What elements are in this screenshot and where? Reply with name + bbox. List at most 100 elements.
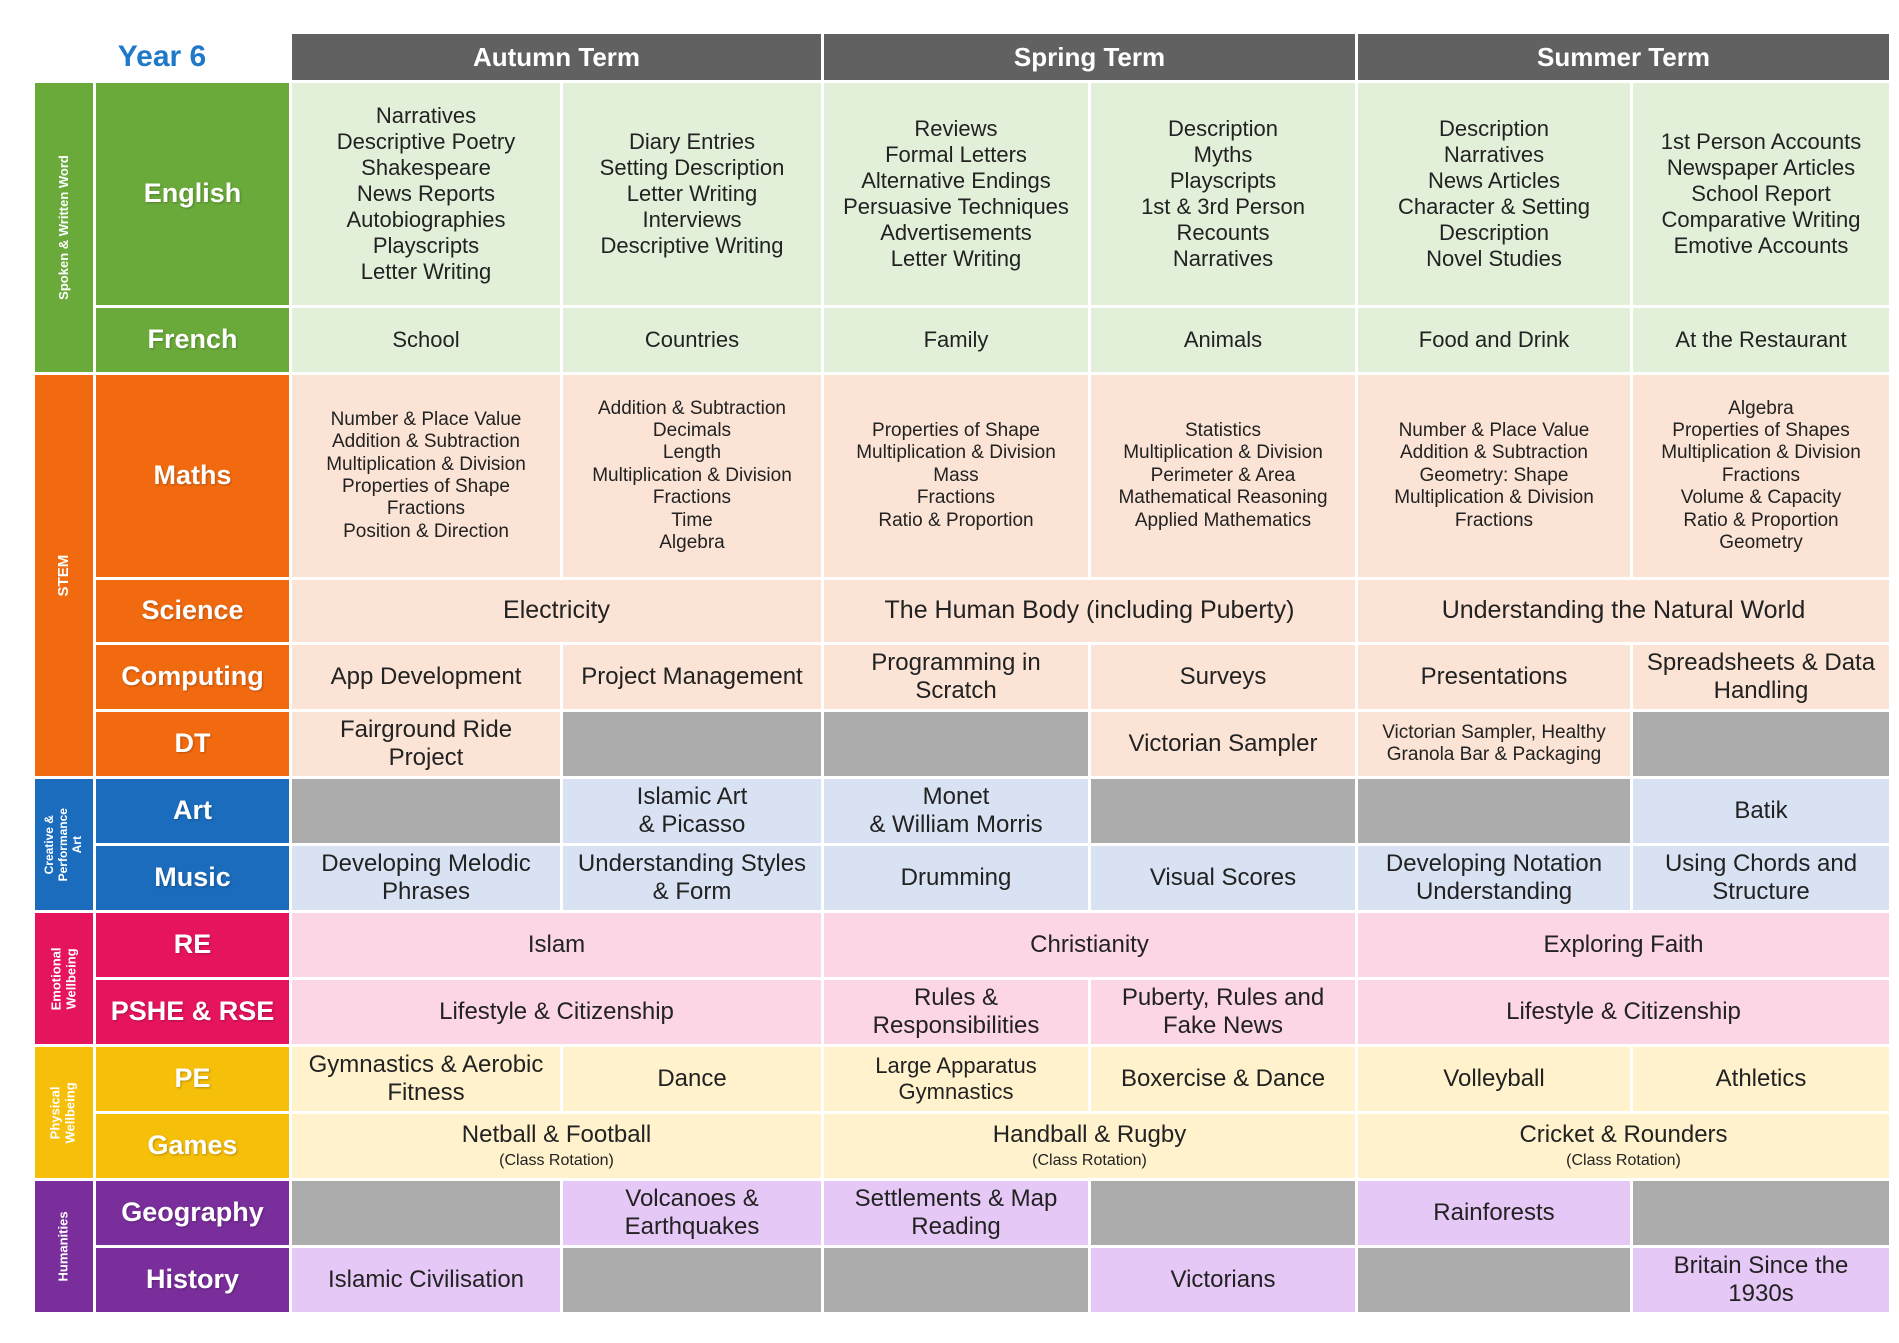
geography-spring-2-empty (1091, 1181, 1355, 1245)
curriculum-grid: Year 6 Autumn Term Spring Term Summer Te… (35, 34, 1889, 1312)
re-autumn: Islam (292, 913, 821, 977)
computing-spring-2: Surveys (1091, 645, 1355, 709)
history-autumn-2-empty (563, 1248, 821, 1312)
english-summer-1: Description Narratives News Articles Cha… (1358, 83, 1630, 305)
music-autumn-1: Developing Melodic Phrases (292, 846, 560, 910)
dt-spring-1-empty (824, 712, 1088, 776)
music-summer-2: Using Chords and Structure (1633, 846, 1889, 910)
pe-autumn-1: Gymnastics & Aerobic Fitness (292, 1047, 560, 1111)
art-spring-1: Monet & William Morris (824, 779, 1088, 843)
group-emotional-wellbeing: Emotional Wellbeing (35, 913, 93, 1044)
maths-autumn-2: Addition & Subtraction Decimals Length M… (563, 375, 821, 577)
re-spring: Christianity (824, 913, 1355, 977)
subject-french: French (96, 308, 289, 372)
subject-pshe-rse: PSHE & RSE (96, 980, 289, 1044)
french-autumn-2: Countries (563, 308, 821, 372)
subject-re: RE (96, 913, 289, 977)
music-summer-1: Developing Notation Understanding (1358, 846, 1630, 910)
geography-summer-2-empty (1633, 1181, 1889, 1245)
maths-spring-1: Properties of Shape Multiplication & Div… (824, 375, 1088, 577)
music-spring-2: Visual Scores (1091, 846, 1355, 910)
science-spring: The Human Body (including Puberty) (824, 580, 1355, 642)
games-summer-main: Cricket & Rounders (1519, 1121, 1728, 1149)
maths-summer-2: Algebra Properties of Shapes Multiplicat… (1633, 375, 1889, 577)
science-autumn: Electricity (292, 580, 821, 642)
english-spring-2: Description Myths Playscripts 1st & 3rd … (1091, 83, 1355, 305)
geography-summer-1: Rainforests (1358, 1181, 1630, 1245)
subject-science: Science (96, 580, 289, 642)
french-summer-1: Food and Drink (1358, 308, 1630, 372)
english-spring-1: Reviews Formal Letters Alternative Endin… (824, 83, 1088, 305)
art-summer-1-empty (1358, 779, 1630, 843)
subject-pe: PE (96, 1047, 289, 1111)
history-spring-2: Victorians (1091, 1248, 1355, 1312)
french-autumn-1: School (292, 308, 560, 372)
dt-autumn-1: Fairground Ride Project (292, 712, 560, 776)
geography-spring-1: Settlements & Map Reading (824, 1181, 1088, 1245)
term-header-summer: Summer Term (1358, 34, 1889, 80)
page-title: Year 6 (35, 34, 289, 80)
subject-english: English (96, 83, 289, 305)
computing-autumn-1: App Development (292, 645, 560, 709)
pshe-summer: Lifestyle & Citizenship (1358, 980, 1889, 1044)
english-autumn-1: Narratives Descriptive Poetry Shakespear… (292, 83, 560, 305)
history-spring-1-empty (824, 1248, 1088, 1312)
games-summer: Cricket & Rounders (Class Rotation) (1358, 1114, 1889, 1178)
group-spoken-written-word: Spoken & Written Word (35, 83, 93, 372)
group-creative-performance-art: Creative & Performance Art (35, 779, 93, 910)
english-summer-2: 1st Person Accounts Newspaper Articles S… (1633, 83, 1889, 305)
games-autumn: Netball & Football (Class Rotation) (292, 1114, 821, 1178)
computing-spring-1: Programming in Scratch (824, 645, 1088, 709)
subject-history: History (96, 1248, 289, 1312)
term-header-autumn: Autumn Term (292, 34, 821, 80)
pe-summer-1: Volleyball (1358, 1047, 1630, 1111)
subject-music: Music (96, 846, 289, 910)
games-spring-main: Handball & Rugby (992, 1121, 1187, 1149)
french-summer-2: At the Restaurant (1633, 308, 1889, 372)
geography-autumn-2: Volcanoes & Earthquakes (563, 1181, 821, 1245)
subject-dt: DT (96, 712, 289, 776)
art-autumn-1-empty (292, 779, 560, 843)
art-autumn-2: Islamic Art & Picasso (563, 779, 821, 843)
computing-summer-1: Presentations (1358, 645, 1630, 709)
history-autumn-1: Islamic Civilisation (292, 1248, 560, 1312)
art-summer-2: Batik (1633, 779, 1889, 843)
pshe-autumn: Lifestyle & Citizenship (292, 980, 821, 1044)
subject-games: Games (96, 1114, 289, 1178)
re-summer: Exploring Faith (1358, 913, 1889, 977)
group-physical-wellbeing: Physical Wellbeing (35, 1047, 93, 1178)
maths-summer-1: Number & Place Value Addition & Subtract… (1358, 375, 1630, 577)
pe-summer-2: Athletics (1633, 1047, 1889, 1111)
maths-autumn-1: Number & Place Value Addition & Subtract… (292, 375, 560, 577)
history-summer-1-empty (1358, 1248, 1630, 1312)
games-autumn-note: (Class Rotation) (499, 1151, 614, 1169)
group-stem: STEM (35, 375, 93, 776)
subject-maths: Maths (96, 375, 289, 577)
games-autumn-main: Netball & Football (461, 1121, 652, 1149)
geography-autumn-1-empty (292, 1181, 560, 1245)
history-summer-2: Britain Since the 1930s (1633, 1248, 1889, 1312)
subject-computing: Computing (96, 645, 289, 709)
pshe-spring-1: Rules & Responsibilities (824, 980, 1088, 1044)
term-header-spring: Spring Term (824, 34, 1355, 80)
english-autumn-2: Diary Entries Setting Description Letter… (563, 83, 821, 305)
subject-geography: Geography (96, 1181, 289, 1245)
music-autumn-2: Understanding Styles & Form (563, 846, 821, 910)
games-spring-note: (Class Rotation) (1032, 1151, 1147, 1169)
computing-summer-2: Spreadsheets & Data Handling (1633, 645, 1889, 709)
french-spring-2: Animals (1091, 308, 1355, 372)
pe-spring-1: Large Apparatus Gymnastics (824, 1047, 1088, 1111)
maths-spring-2: Statistics Multiplication & Division Per… (1091, 375, 1355, 577)
games-spring: Handball & Rugby (Class Rotation) (824, 1114, 1355, 1178)
pshe-spring-2: Puberty, Rules and Fake News (1091, 980, 1355, 1044)
french-spring-1: Family (824, 308, 1088, 372)
pe-spring-2: Boxercise & Dance (1091, 1047, 1355, 1111)
dt-summer-1: Victorian Sampler, Healthy Granola Bar &… (1358, 712, 1630, 776)
group-humanities: Humanities (35, 1181, 93, 1312)
science-summer: Understanding the Natural World (1358, 580, 1889, 642)
subject-art: Art (96, 779, 289, 843)
art-spring-2-empty (1091, 779, 1355, 843)
games-summer-note: (Class Rotation) (1566, 1151, 1681, 1169)
dt-summer-2-empty (1633, 712, 1889, 776)
dt-autumn-2-empty (563, 712, 821, 776)
